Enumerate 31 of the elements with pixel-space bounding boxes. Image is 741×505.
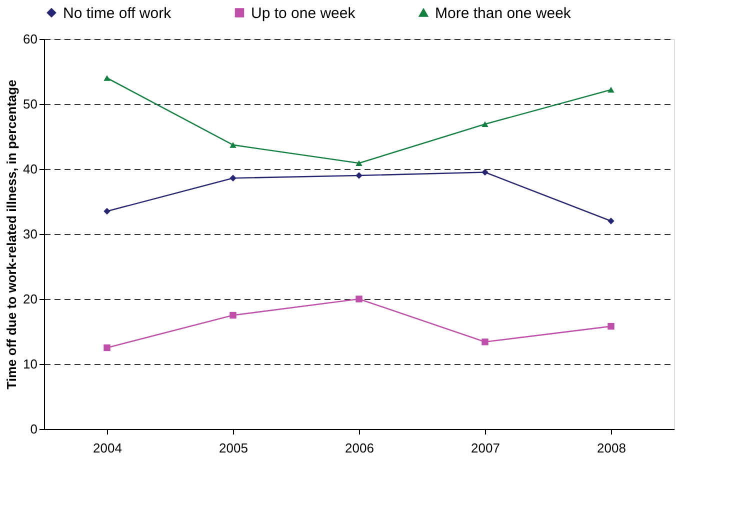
point	[104, 75, 110, 81]
legend-label: Up to one week	[251, 4, 356, 22]
legend-label: No time off work	[63, 4, 172, 22]
point	[356, 172, 362, 179]
point	[230, 142, 236, 148]
y-tick-label: 50	[23, 96, 38, 112]
point	[230, 312, 236, 319]
legend-label: More than one week	[435, 4, 572, 22]
x-tick-label: 2006	[345, 440, 374, 456]
x-tick-label: 2007	[471, 440, 500, 456]
point	[104, 344, 110, 352]
point	[608, 322, 614, 330]
y-tick-label: 40	[23, 162, 38, 176]
x-tick-label: 2005	[219, 440, 248, 456]
point	[482, 121, 488, 128]
point	[608, 86, 614, 93]
point	[356, 296, 362, 302]
y-axis-title: Time off due to work-related illness, in percentage	[4, 80, 20, 390]
y-tick-label: 10	[23, 356, 38, 372]
point	[104, 208, 110, 215]
y-tick-label: 60	[23, 32, 38, 46]
x-tick-label: 2004	[93, 440, 122, 456]
point	[482, 168, 488, 176]
x-tick-label: 2008	[597, 440, 626, 456]
point	[482, 338, 488, 346]
y-tick-label: 0	[30, 422, 38, 436]
point	[356, 160, 362, 166]
point	[230, 174, 236, 182]
y-tick-label: 30	[23, 226, 38, 242]
point	[608, 218, 614, 224]
y-tick-label: 20	[23, 292, 38, 306]
